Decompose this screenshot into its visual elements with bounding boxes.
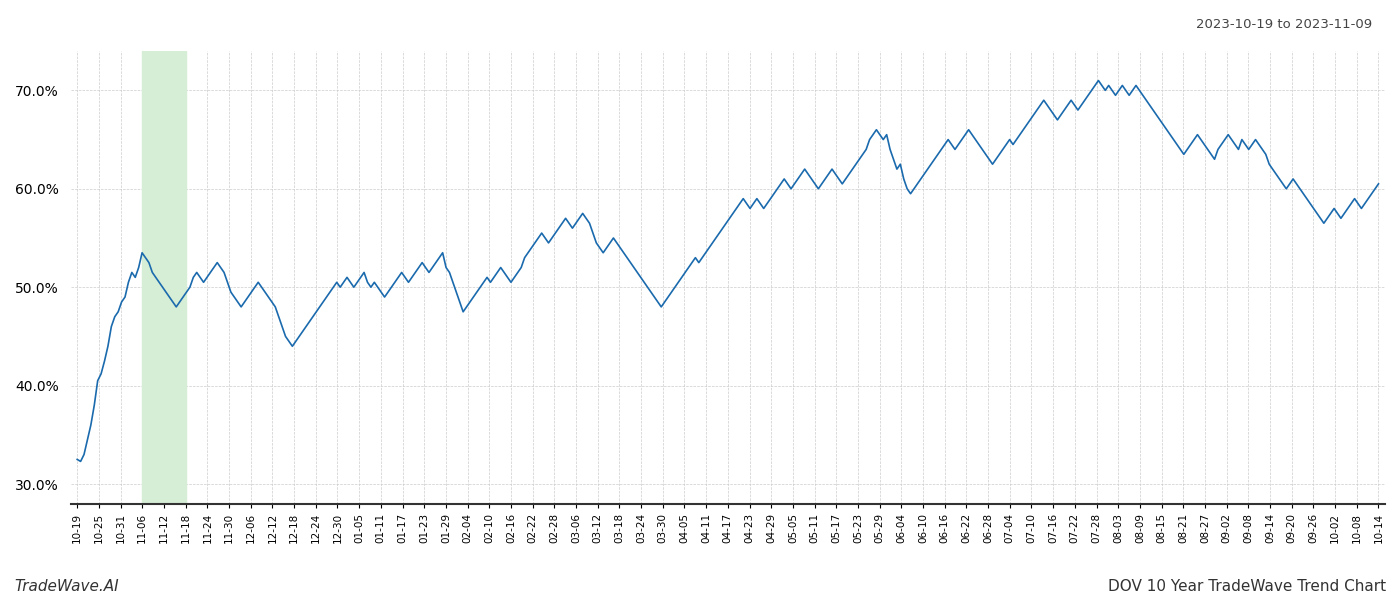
Text: 2023-10-19 to 2023-11-09: 2023-10-19 to 2023-11-09 [1196,18,1372,31]
Text: DOV 10 Year TradeWave Trend Chart: DOV 10 Year TradeWave Trend Chart [1107,579,1386,594]
Bar [143,51,186,504]
Text: TradeWave.AI: TradeWave.AI [14,579,119,594]
